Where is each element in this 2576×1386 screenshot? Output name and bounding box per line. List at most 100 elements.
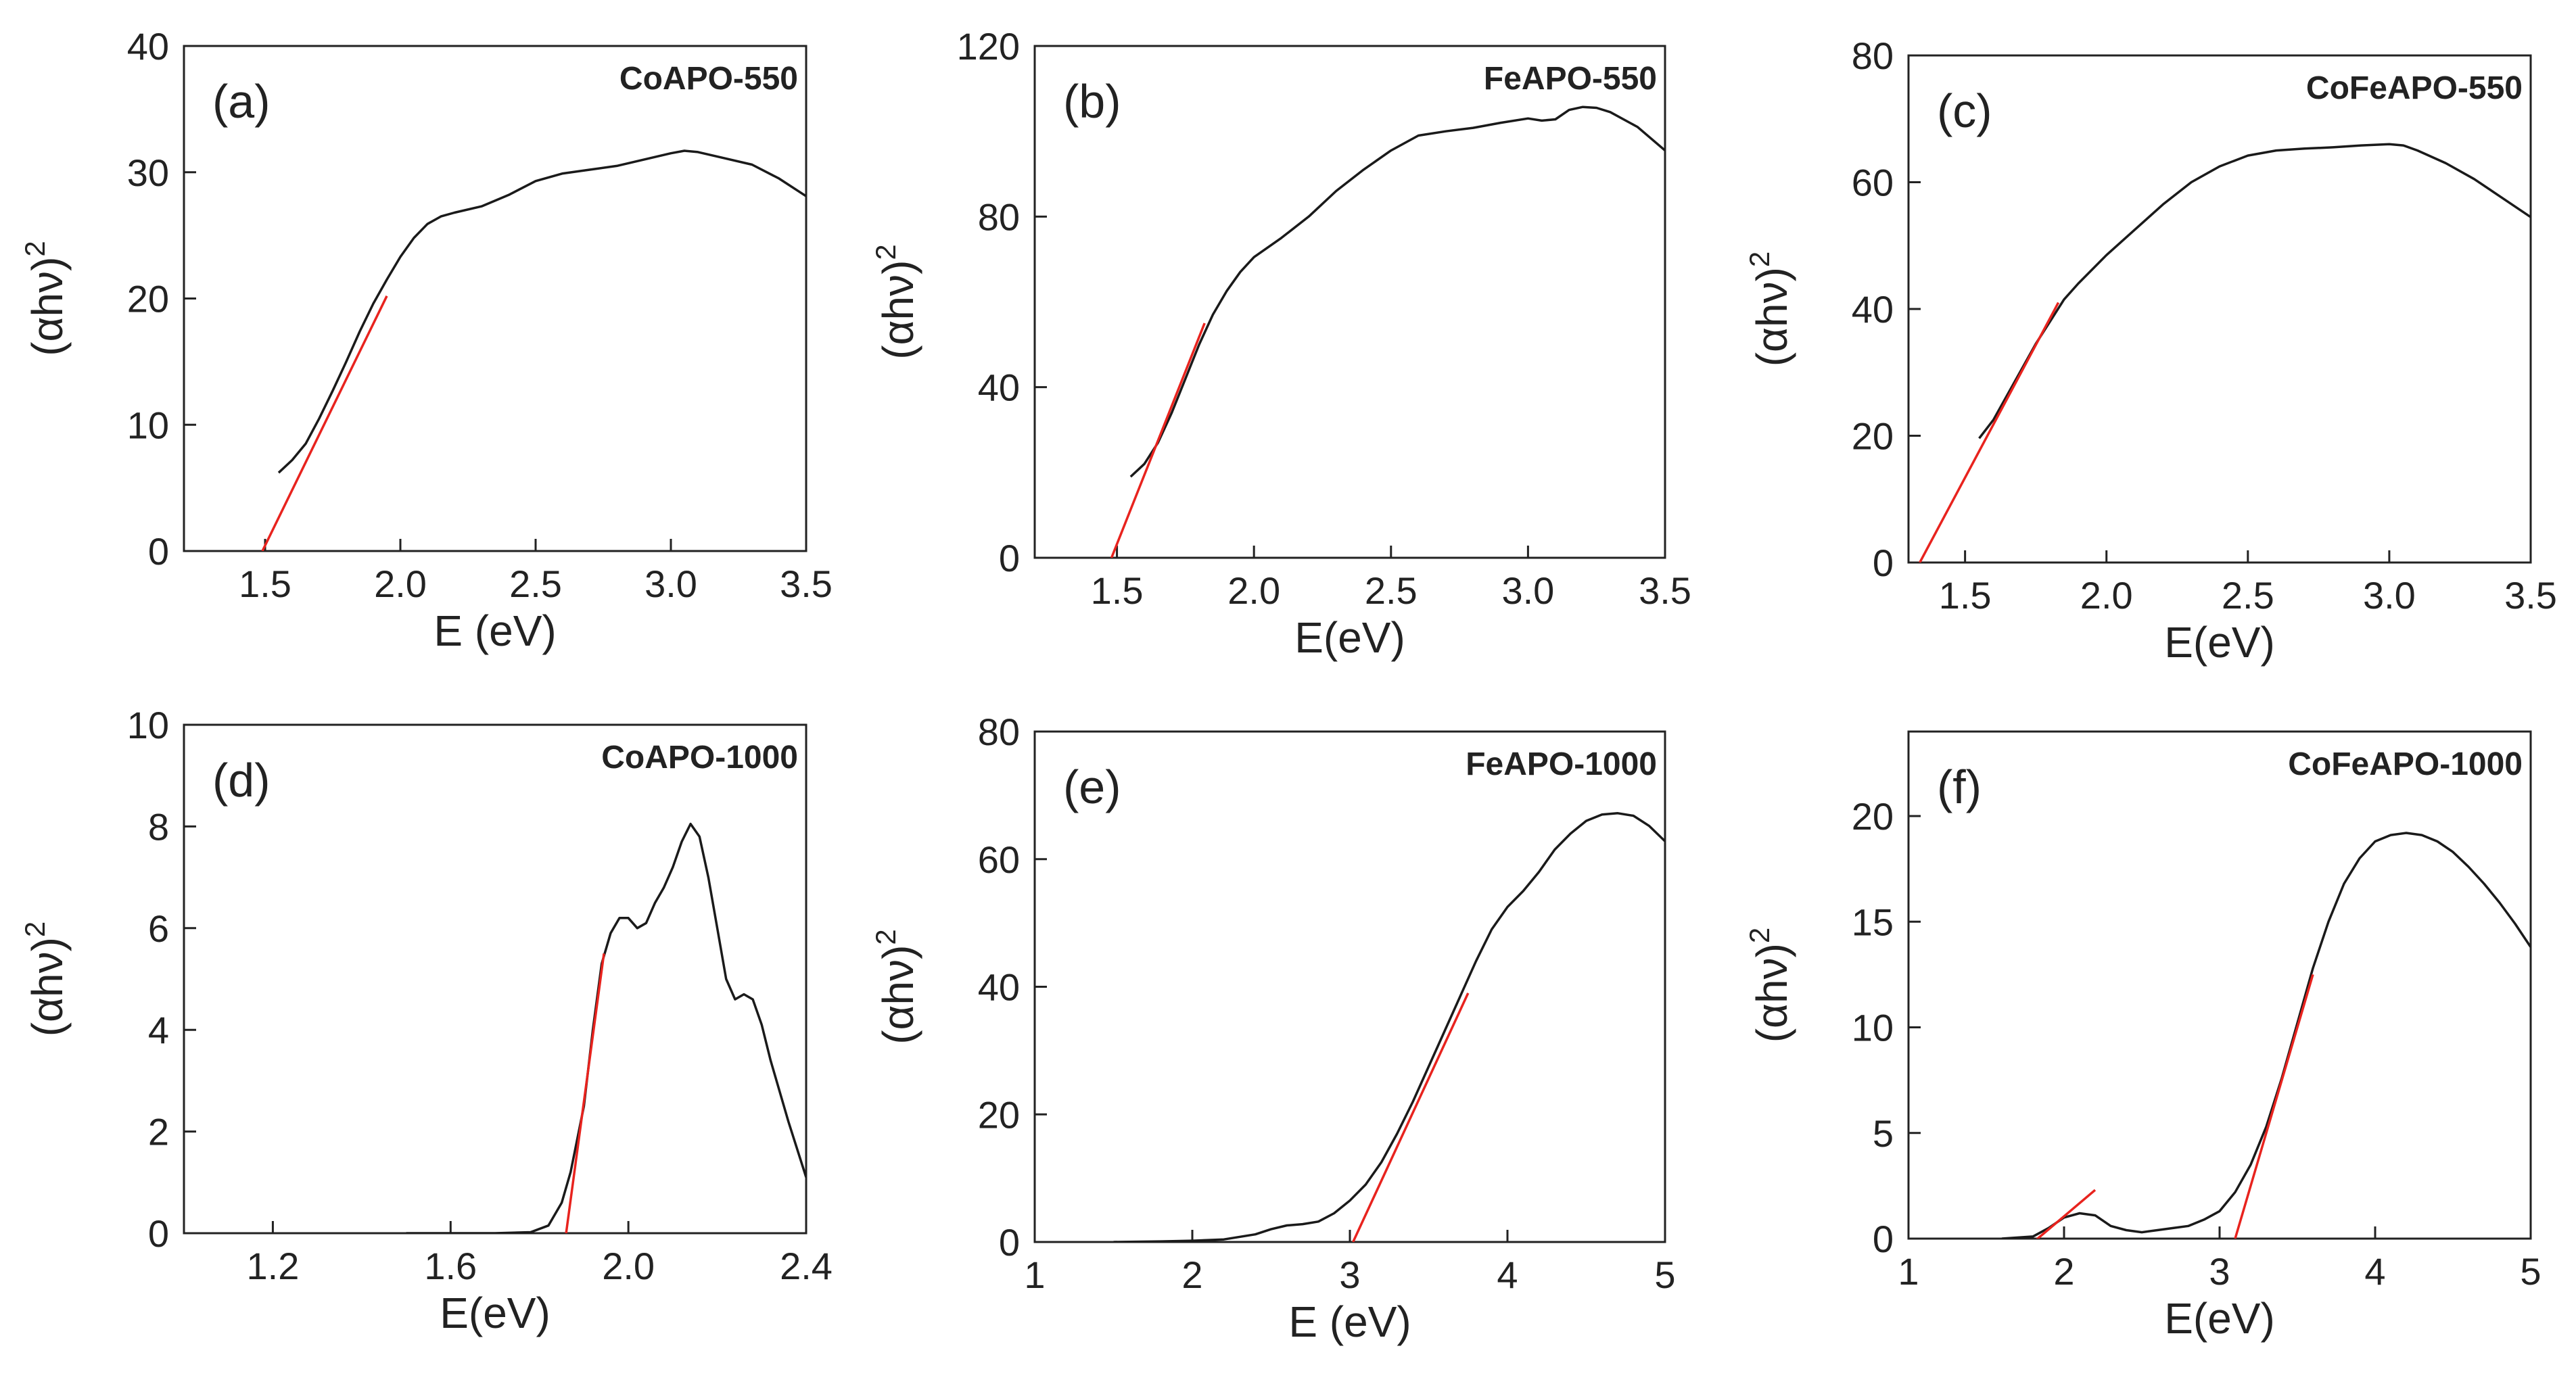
y-tick-label: 60: [978, 838, 1020, 881]
y-tick-label: 60: [1852, 162, 1894, 204]
y-axis-label-superscript: 2: [1743, 928, 1775, 943]
y-tick-label: 20: [127, 278, 169, 320]
tangent-line: [565, 953, 605, 1233]
y-axis-label-superscript: 2: [1743, 252, 1775, 267]
y-axis-label: (αhν)2: [870, 929, 922, 1045]
tangent-line: [1352, 993, 1470, 1242]
data-curve: [406, 822, 806, 1233]
panel-label: (c): [1937, 85, 1992, 137]
y-axis-label-superscript: 2: [870, 929, 901, 945]
panel-label: (a): [212, 75, 271, 128]
x-tick-label: 1: [1898, 1250, 1919, 1293]
chart-panel-3: 1.5 2.0 2.5 3.0 3.5 0 20 40 60 80 E(eV) (αhν)2 (c) Co…: [1743, 34, 2557, 667]
x-tick-label: 1.5: [239, 563, 291, 605]
x-tick-label: 2.5: [1365, 569, 1418, 612]
x-axis-label: E(eV): [2164, 618, 2275, 667]
data-curve: [1129, 105, 1665, 478]
x-tick-label: 5: [2520, 1250, 2541, 1293]
chart-panel-2: 1.5 2.0 2.5 3.0 3.5 0 40 80 120 E(eV) (αhν)2 (b) FeA…: [870, 25, 1691, 662]
tangent-line: [1110, 322, 1206, 558]
plot-frame: [1033, 45, 1666, 559]
x-tick-label: 2.0: [1227, 569, 1280, 612]
x-axis-label: E(eV): [1294, 613, 1405, 662]
chart-panel-1: 1.5 2.0 2.5 3.0 3.5 0 10 20 30 40 E (eV) (αhν)2 (a) C…: [19, 25, 833, 655]
y-tick-label: 40: [127, 25, 169, 68]
y-axis-label: (αhν)2: [1743, 252, 1796, 367]
y-tick-label: 80: [978, 195, 1020, 238]
tangent-line: [2234, 974, 2314, 1239]
x-tick-label: 1.5: [1939, 574, 1992, 617]
x-tick-label: 1.5: [1091, 569, 1144, 612]
y-axis-label: (αhν)2: [19, 922, 72, 1037]
x-tick-label: 1: [1024, 1253, 1045, 1296]
plot-frame: [1033, 730, 1666, 1243]
sample-title: FeAPO-550: [1484, 61, 1657, 97]
x-tick-label: 2.0: [374, 563, 427, 605]
y-tick-label: 80: [1852, 34, 1894, 77]
x-tick-label: 3: [2209, 1250, 2230, 1293]
y-tick-label: 10: [127, 404, 169, 446]
sample-title: CoFeAPO-1000: [2288, 746, 2523, 782]
sample-title: CoFeAPO-550: [2306, 70, 2523, 106]
x-tick-label: 2.4: [780, 1245, 833, 1287]
sample-title: CoAPO-1000: [601, 740, 798, 775]
y-tick-label: 0: [148, 1212, 169, 1255]
y-axis-label-superscript: 2: [19, 241, 51, 256]
y-tick-label: 10: [127, 704, 169, 746]
y-tick-label: 30: [127, 151, 169, 194]
y-axis-label: (αhν)2: [870, 244, 922, 360]
y-tick-label: 8: [148, 805, 169, 848]
y-tick-label: 0: [1873, 542, 1894, 584]
y-axis-label-text: (αhν): [23, 257, 72, 356]
panel-label: (b): [1063, 75, 1121, 128]
x-tick-label: 3.5: [1639, 569, 1691, 612]
tangent-line: [1919, 302, 2060, 563]
y-axis-label-superscript: 2: [19, 922, 51, 937]
y-tick-label: 40: [978, 966, 1020, 1009]
x-tick-label: 2: [2053, 1250, 2074, 1293]
x-tick-label: 3.0: [645, 563, 697, 605]
x-tick-label: 5: [1654, 1253, 1675, 1296]
y-tick-label: 40: [978, 366, 1020, 409]
data-curve: [1978, 143, 2531, 439]
y-axis-label-text: (αhν): [1748, 943, 1796, 1043]
y-tick-label: 80: [978, 711, 1020, 753]
x-tick-label: 2.0: [2080, 574, 2133, 617]
x-tick-label: 2.5: [2222, 574, 2274, 617]
y-axis-label-superscript: 2: [870, 244, 901, 260]
y-tick-label: 6: [148, 907, 169, 950]
y-axis-label-text: (αhν): [874, 945, 922, 1045]
y-tick-label: 0: [1873, 1218, 1894, 1260]
x-axis-label: E(eV): [2164, 1294, 2275, 1343]
x-axis-label: E (eV): [434, 606, 556, 655]
y-tick-label: 4: [148, 1009, 169, 1051]
sample-title: FeAPO-1000: [1466, 746, 1657, 782]
plot-frame: [183, 45, 807, 552]
x-tick-label: 2: [1181, 1253, 1202, 1296]
sample-title: CoAPO-550: [619, 61, 798, 97]
y-tick-label: 20: [1852, 415, 1894, 458]
x-tick-label: 3.5: [2504, 574, 2557, 617]
y-tick-label: 0: [999, 537, 1020, 579]
y-tick-label: 120: [957, 25, 1020, 68]
plot-frame: [183, 723, 807, 1235]
y-tick-label: 10: [1852, 1007, 1894, 1049]
y-tick-label: 2: [148, 1111, 169, 1153]
y-tick-label: 20: [978, 1093, 1020, 1136]
tangent-line: [2036, 1189, 2097, 1239]
x-tick-label: 4: [1497, 1253, 1518, 1296]
x-tick-label: 3.0: [2363, 574, 2416, 617]
data-curve: [1113, 812, 1665, 1242]
plot-frame: [1907, 54, 2532, 564]
tangent-line: [261, 295, 388, 551]
y-tick-label: 0: [148, 530, 169, 573]
y-axis-label: (αhν)2: [19, 241, 72, 356]
y-tick-label: 15: [1852, 901, 1894, 943]
x-tick-label: 3.5: [780, 563, 833, 605]
y-axis-label-text: (αhν): [874, 260, 922, 360]
panel-label: (e): [1063, 761, 1121, 813]
plot-frame: [1907, 730, 2532, 1240]
